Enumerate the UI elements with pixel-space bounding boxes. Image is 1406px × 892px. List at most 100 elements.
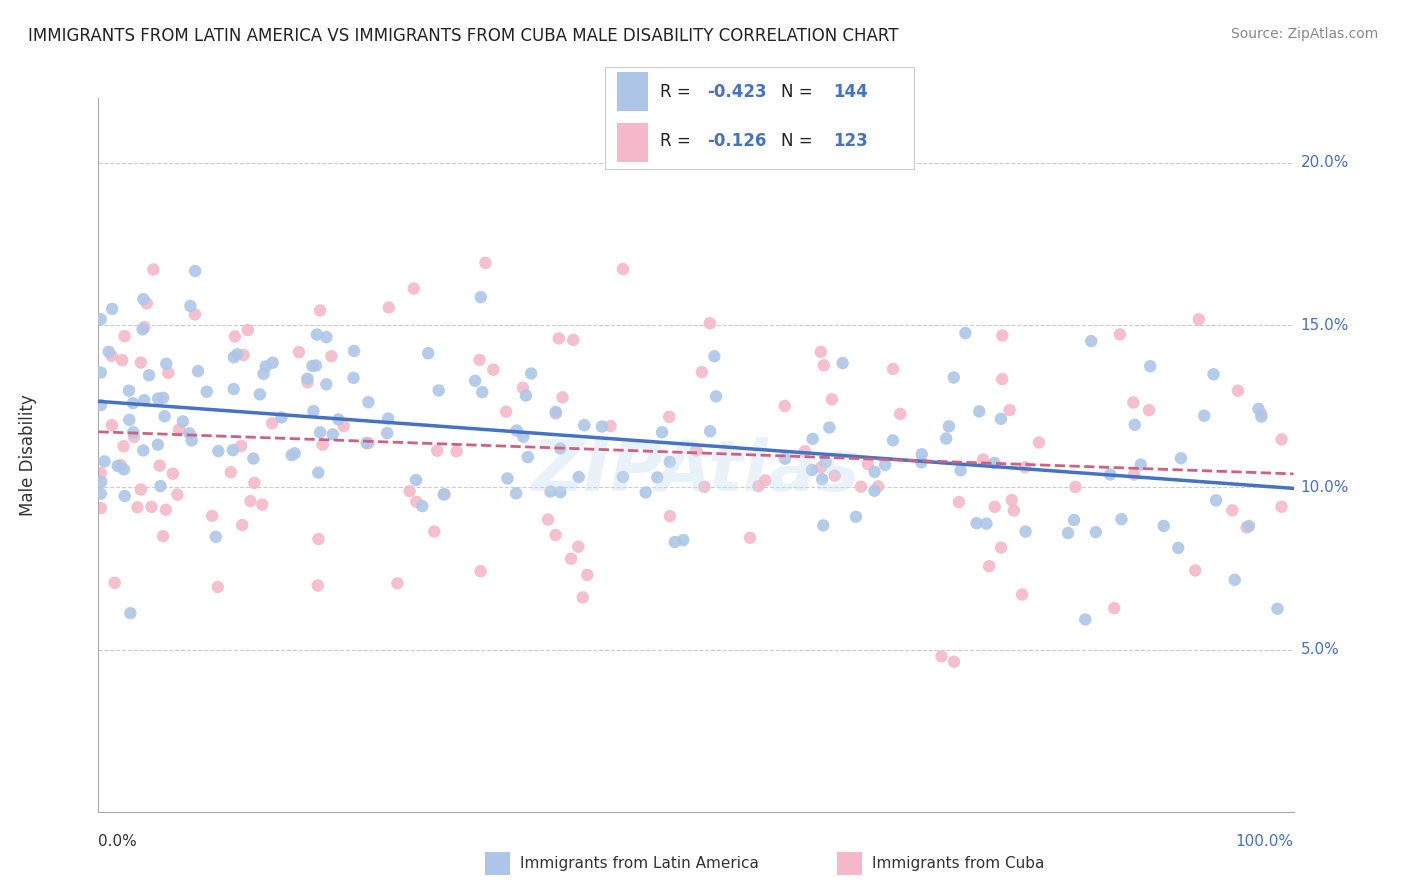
Point [856,457,879,471]
Point [232,348,254,362]
Point [129,483,152,497]
Point [222,443,245,458]
Point [863,465,886,479]
Text: 123: 123 [834,132,869,150]
Point [599,419,621,434]
Point [297,376,319,390]
Point [942,370,965,384]
Point [482,362,505,376]
Text: 100.0%: 100.0% [1236,834,1294,849]
Point [704,389,727,403]
Point [1271,500,1294,514]
Point [773,399,796,413]
Point [1184,564,1206,578]
Point [219,465,242,479]
Point [284,446,307,460]
Point [470,564,492,578]
Point [658,509,681,524]
Point [112,439,135,453]
Text: 0.0%: 0.0% [98,834,138,849]
Point [254,359,277,374]
Point [813,359,835,373]
Point [931,649,953,664]
Point [207,444,229,458]
Point [328,412,350,426]
Point [495,405,517,419]
Point [127,500,149,515]
Point [180,434,202,448]
Point [647,470,669,484]
Point [184,264,207,278]
Point [1104,601,1126,615]
Point [155,357,177,371]
Point [1137,403,1160,417]
Point [301,359,323,373]
Point [773,451,796,466]
Point [685,443,707,458]
Point [1099,467,1122,482]
Point [222,350,245,364]
Point [1202,368,1225,382]
Point [568,470,591,484]
Point [863,483,886,498]
Point [402,281,425,295]
Point [134,393,156,408]
Point [1192,409,1215,423]
Point [187,364,209,378]
Point [990,412,1012,426]
Point [882,362,904,376]
Point [889,407,911,421]
Point [811,472,834,486]
Point [474,256,496,270]
Point [90,366,112,380]
Point [418,346,440,360]
Point [405,473,427,487]
Point [132,292,155,306]
Point [612,262,634,277]
Point [1002,503,1025,517]
Point [794,444,817,458]
Point [512,381,534,395]
Point [252,498,274,512]
Point [1123,467,1146,482]
Point [547,331,569,345]
Point [672,533,695,547]
Point [544,405,567,419]
Text: -0.126: -0.126 [707,132,766,150]
Point [955,326,977,340]
Point [516,450,538,464]
Point [550,485,572,500]
Point [1084,525,1107,540]
Point [875,458,897,472]
Text: ZIPAtlas: ZIPAtlas [531,437,860,506]
Point [814,455,837,469]
Point [1188,312,1211,326]
Point [104,575,127,590]
Point [166,487,188,501]
Point [943,655,966,669]
Point [398,484,420,499]
Point [93,454,115,468]
Point [157,366,180,380]
Point [112,462,135,476]
Point [983,500,1005,514]
Point [446,444,468,458]
Text: IMMIGRANTS FROM LATIN AMERICA VS IMMIGRANTS FROM CUBA MALE DISABILITY CORRELATIO: IMMIGRANTS FROM LATIN AMERICA VS IMMIGRA… [28,27,898,45]
Point [868,479,890,493]
Point [1111,512,1133,526]
Point [242,451,264,466]
Point [813,518,835,533]
Point [849,480,872,494]
Point [1167,541,1189,555]
Point [1014,524,1036,539]
Point [224,329,246,343]
Point [315,377,337,392]
Point [155,502,177,516]
Text: Immigrants from Latin America: Immigrants from Latin America [520,856,759,871]
Point [110,458,132,472]
Text: R =: R = [661,83,696,101]
Point [831,356,853,370]
Point [976,516,998,531]
Point [135,296,157,310]
Point [101,418,124,433]
